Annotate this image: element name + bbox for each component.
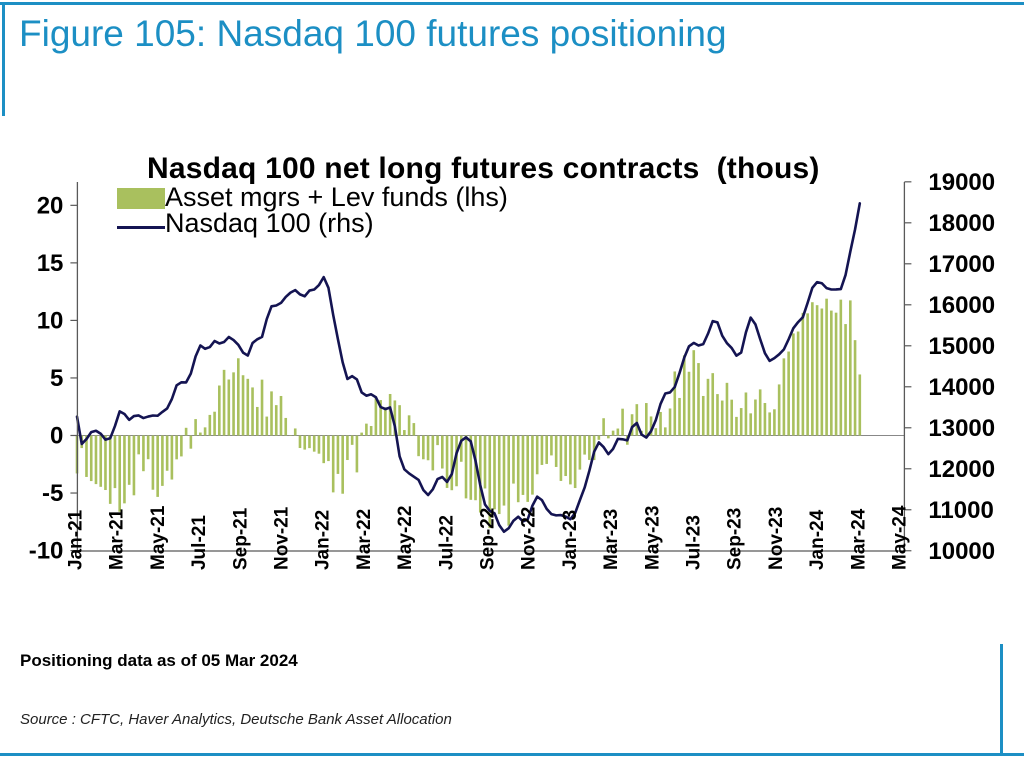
svg-text:14000: 14000 xyxy=(928,374,995,401)
svg-text:Jan-24: Jan-24 xyxy=(807,509,828,570)
svg-text:10000: 10000 xyxy=(928,538,995,565)
svg-text:5: 5 xyxy=(50,365,63,392)
svg-text:Mar-21: Mar-21 xyxy=(107,508,128,570)
svg-text:15: 15 xyxy=(37,250,64,277)
svg-text:20: 20 xyxy=(37,192,64,219)
svg-text:May-23: May-23 xyxy=(642,506,663,570)
svg-text:16000: 16000 xyxy=(928,292,995,319)
svg-text:May-21: May-21 xyxy=(148,505,169,570)
svg-text:17000: 17000 xyxy=(928,251,995,278)
svg-text:Sep-22: Sep-22 xyxy=(478,508,499,570)
svg-text:May-22: May-22 xyxy=(395,506,416,570)
svg-text:-10: -10 xyxy=(29,538,64,565)
svg-text:Jan-22: Jan-22 xyxy=(313,510,334,570)
svg-text:Sep-21: Sep-21 xyxy=(230,507,251,570)
svg-text:Nov-23: Nov-23 xyxy=(766,507,787,570)
svg-text:Sep-23: Sep-23 xyxy=(725,508,746,570)
svg-text:19000: 19000 xyxy=(928,169,995,196)
svg-text:0: 0 xyxy=(50,422,63,449)
svg-text:Nov-21: Nov-21 xyxy=(272,506,293,570)
svg-text:18000: 18000 xyxy=(928,210,995,237)
svg-text:Mar-22: Mar-22 xyxy=(354,509,375,570)
svg-text:-5: -5 xyxy=(42,480,63,507)
svg-text:15000: 15000 xyxy=(928,333,995,360)
svg-text:Mar-24: Mar-24 xyxy=(848,508,869,570)
svg-text:Nov-22: Nov-22 xyxy=(519,507,540,570)
svg-text:11000: 11000 xyxy=(928,497,993,524)
svg-text:10: 10 xyxy=(37,307,64,334)
svg-text:Mar-23: Mar-23 xyxy=(601,509,622,570)
svg-text:12000: 12000 xyxy=(928,456,995,483)
svg-text:Jul-23: Jul-23 xyxy=(684,515,705,570)
svg-text:Jan-21: Jan-21 xyxy=(66,509,87,570)
svg-text:May-24: May-24 xyxy=(890,505,911,570)
svg-text:Jan-23: Jan-23 xyxy=(560,510,581,570)
svg-text:13000: 13000 xyxy=(928,415,995,442)
svg-text:Jul-22: Jul-22 xyxy=(436,515,457,570)
svg-text:Jul-21: Jul-21 xyxy=(189,515,210,570)
